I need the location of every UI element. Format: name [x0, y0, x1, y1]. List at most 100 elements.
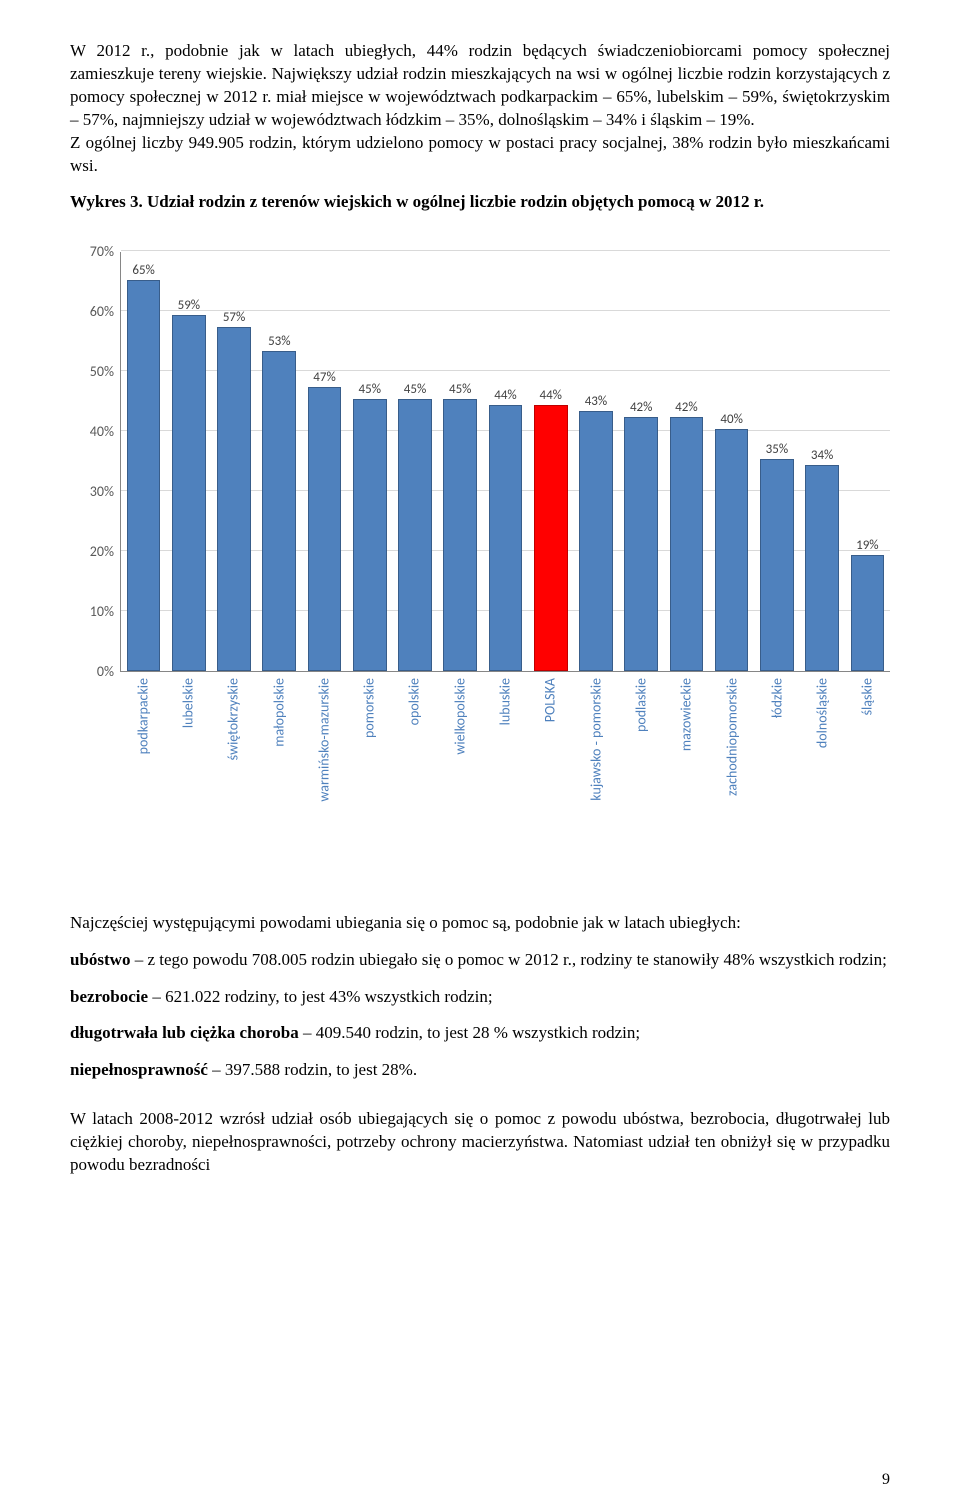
page: W 2012 r., podobnie jak w latach ubiegły…	[0, 0, 960, 1509]
bezrob-rest: – 621.022 rodziny, to jest 43% wszystkic…	[148, 987, 493, 1006]
bar-value-label: 57%	[223, 310, 245, 325]
bezrob-bold: bezrobocie	[70, 987, 148, 1006]
line-ubostwo: ubóstwo – z tego powodu 708.005 rodzin u…	[70, 949, 890, 972]
x-slot: łódzkie	[754, 672, 799, 852]
bar-slot: 53%	[257, 252, 302, 671]
bars-container: 65%59%57%53%47%45%45%45%44%44%43%42%42%4…	[121, 252, 890, 671]
line-niepelnosprawnosc: niepełnosprawność – 397.588 rodzin, to j…	[70, 1059, 890, 1082]
bar: 19%	[851, 555, 885, 671]
ubostwo-rest: – z tego powodu 708.005 rodzin ubiegało …	[130, 950, 886, 969]
x-category-label: zachodniopomorskie	[723, 678, 740, 796]
niepeln-bold: niepełnosprawność	[70, 1060, 208, 1079]
bar-value-label: 43%	[585, 394, 607, 409]
y-tick-label: 70%	[90, 243, 114, 260]
x-category-label: podlaskie	[632, 678, 649, 732]
x-category-label: warmińsko-mazurskie	[315, 678, 332, 802]
bar: 65%	[127, 280, 161, 671]
x-slot: podlaskie	[618, 672, 663, 852]
chart: 0%10%20%30%40%50%60%70% 65%59%57%53%47%4…	[70, 252, 890, 852]
x-slot: dolnośląskie	[799, 672, 844, 852]
bar-slot: 45%	[347, 252, 392, 671]
x-slot: podkarpackie	[120, 672, 165, 852]
bar: 59%	[172, 315, 206, 670]
bar-value-label: 53%	[268, 334, 290, 349]
y-tick-label: 10%	[90, 603, 114, 620]
bar: 43%	[579, 411, 613, 670]
bar-value-label: 59%	[178, 298, 200, 313]
bar-slot: 57%	[211, 252, 256, 671]
choroba-bold: długotrwała lub ciężka choroba	[70, 1023, 299, 1042]
bar-value-label: 44%	[539, 388, 561, 403]
bar-slot: 44%	[483, 252, 528, 671]
x-category-label: małopolskie	[270, 678, 287, 747]
bar-slot: 42%	[664, 252, 709, 671]
bar: 42%	[670, 417, 704, 670]
x-slot: świętokrzyskie	[211, 672, 256, 852]
bar-value-label: 65%	[132, 263, 154, 278]
x-slot: śląskie	[845, 672, 890, 852]
bar-value-label: 45%	[449, 382, 471, 397]
choroba-rest: – 409.540 rodzin, to jest 28 % wszystkic…	[299, 1023, 640, 1042]
x-slot: lubelskie	[165, 672, 210, 852]
x-category-label: łódzkie	[768, 678, 785, 718]
x-slot: kujawsko - pomorskie	[573, 672, 618, 852]
bar-slot: 19%	[845, 252, 890, 671]
gridline	[121, 250, 890, 251]
x-category-label: kujawsko - pomorskie	[587, 678, 604, 801]
y-tick-label: 50%	[90, 363, 114, 380]
bar-slot: 59%	[166, 252, 211, 671]
bar-value-label: 19%	[856, 538, 878, 553]
bar: 40%	[715, 429, 749, 670]
paragraph-3: W latach 2008-2012 wzrósł udział osób ub…	[70, 1108, 890, 1177]
paragraph-2: Najczęściej występującymi powodami ubieg…	[70, 912, 890, 935]
bar-slot: 42%	[619, 252, 664, 671]
bar-value-label: 40%	[720, 412, 742, 427]
x-slot: małopolskie	[256, 672, 301, 852]
x-slot: POLSKA	[528, 672, 573, 852]
chart-title: Wykres 3. Udział rodzin z terenów wiejsk…	[70, 192, 890, 212]
line-bezrobocie: bezrobocie – 621.022 rodziny, to jest 43…	[70, 986, 890, 1009]
bar: 44%	[489, 405, 523, 670]
bar-slot: 34%	[800, 252, 845, 671]
niepeln-rest: – 397.588 rodzin, to jest 28%.	[208, 1060, 417, 1079]
bar-slot: 43%	[573, 252, 618, 671]
x-category-label: mazowieckie	[678, 678, 695, 751]
chart-plot-area: 0%10%20%30%40%50%60%70% 65%59%57%53%47%4…	[70, 252, 890, 672]
p1-text: W 2012 r., podobnie jak w latach ubiegły…	[70, 41, 890, 129]
line-choroba: długotrwała lub ciężka choroba – 409.540…	[70, 1022, 890, 1045]
bar: 34%	[805, 465, 839, 671]
x-category-label: wielkopolskie	[451, 678, 468, 755]
bar-slot: 45%	[392, 252, 437, 671]
y-tick-label: 40%	[90, 423, 114, 440]
bar: 42%	[624, 417, 658, 670]
x-slot: wielkopolskie	[437, 672, 482, 852]
bar-value-label: 42%	[675, 400, 697, 415]
bar: 45%	[353, 399, 387, 670]
x-slot: zachodniopomorskie	[709, 672, 754, 852]
y-tick-label: 30%	[90, 483, 114, 500]
x-category-label: pomorskie	[361, 678, 378, 738]
bar: 45%	[443, 399, 477, 670]
x-category-label: świętokrzyskie	[225, 678, 242, 760]
bar-value-label: 34%	[811, 448, 833, 463]
ubostwo-bold: ubóstwo	[70, 950, 130, 969]
p1b-text: Z ogólnej liczby 949.905 rodzin, którym …	[70, 133, 890, 175]
y-axis: 0%10%20%30%40%50%60%70%	[70, 252, 120, 672]
bar: 53%	[262, 351, 296, 670]
x-category-label: lubuskie	[497, 678, 514, 725]
x-category-label: dolnośląskie	[814, 678, 831, 748]
x-slot: pomorskie	[346, 672, 391, 852]
bar-value-label: 42%	[630, 400, 652, 415]
bar-value-label: 45%	[359, 382, 381, 397]
x-slot: warmińsko-mazurskie	[301, 672, 346, 852]
x-category-label: lubelskie	[179, 678, 196, 728]
y-tick-label: 60%	[90, 303, 114, 320]
bar-slot: 35%	[754, 252, 799, 671]
bar-value-label: 45%	[404, 382, 426, 397]
bar-slot: 45%	[438, 252, 483, 671]
bar: 44%	[534, 405, 568, 670]
y-tick-label: 0%	[97, 663, 114, 680]
bar-slot: 47%	[302, 252, 347, 671]
page-number: 9	[882, 1471, 890, 1489]
bar: 35%	[760, 459, 794, 671]
